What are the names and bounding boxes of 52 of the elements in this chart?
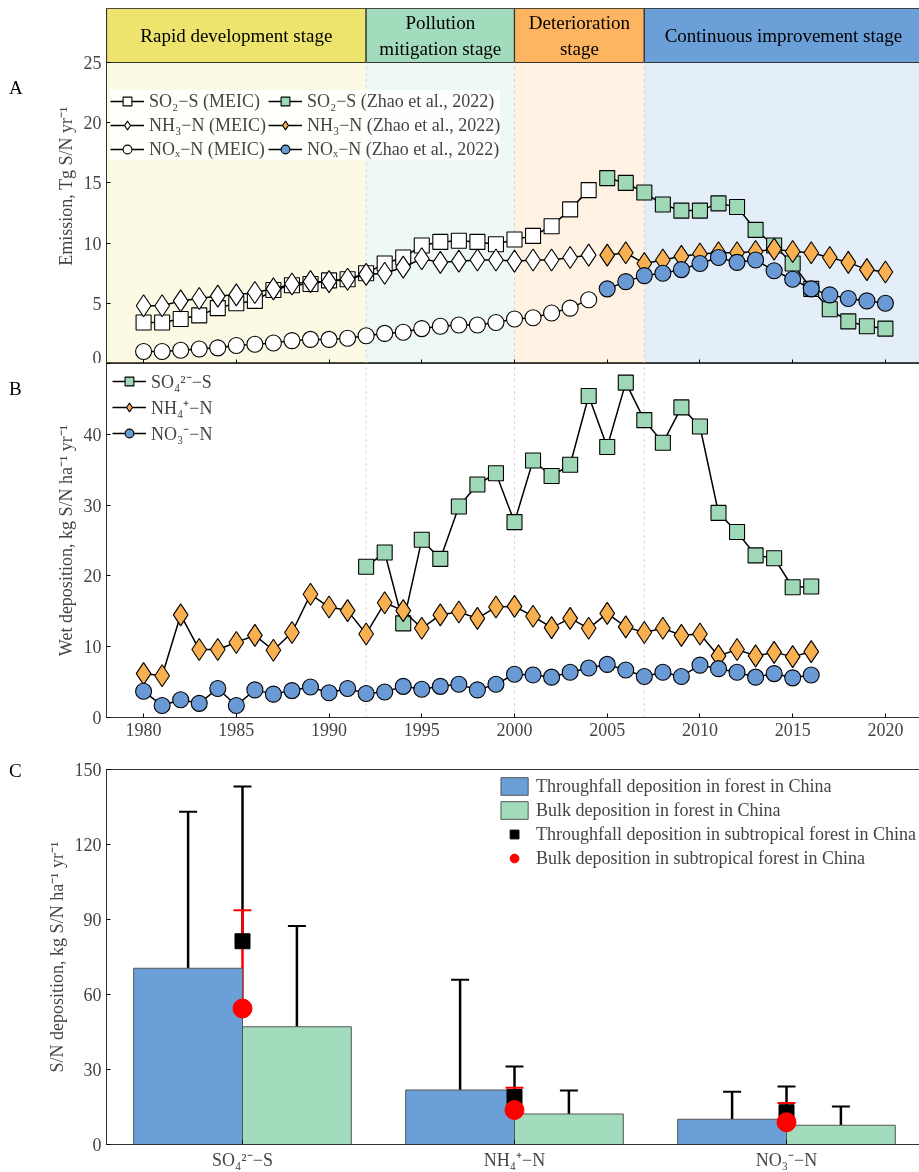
x-tick-label: 1985 xyxy=(218,719,255,740)
legend-label: SO₂−S (MEIC) xyxy=(149,90,260,112)
x-tick-label: 2020 xyxy=(867,719,904,740)
band-label: Deterioration stage xyxy=(528,12,631,59)
legend-label: NOₓ−N (MEIC) xyxy=(149,138,265,160)
y-tick-label: 30 xyxy=(83,495,102,516)
y-tick-label: 10 xyxy=(83,233,102,254)
y-tick-label: 30 xyxy=(83,1060,102,1080)
legend-label: Throughfall deposition in forest in China xyxy=(536,775,832,797)
y-tick-label: 10 xyxy=(83,637,102,658)
x-tick-label: 2015 xyxy=(774,719,811,740)
y-tick-label: 25 xyxy=(83,53,102,73)
y-tick-label: 0 xyxy=(92,1135,102,1155)
text: C xyxy=(9,759,22,783)
x-tick-label: 1980 xyxy=(125,719,162,740)
y-tick-label: 5 xyxy=(92,293,102,314)
y-axis-title: Emission, Tg S/N yr⁻¹ xyxy=(55,106,76,266)
y-tick-label: 60 xyxy=(83,985,102,1005)
x-tick-label: SO₄²⁻−S xyxy=(212,1149,273,1170)
x-tick-label: 2010 xyxy=(681,719,718,740)
y-tick-label: 0 xyxy=(92,347,102,368)
x-tick-label: NO₃⁻−N xyxy=(755,1149,818,1170)
legend-label: SO₄²⁻−S xyxy=(151,371,212,393)
y-tick-label: 20 xyxy=(83,113,102,134)
legend-label: Bulk deposition in subtropical forest in China xyxy=(536,847,866,869)
legend-label: NH₄⁺−N xyxy=(151,397,213,419)
y-tick-label: 0 xyxy=(92,708,102,728)
legend-label: NH₃−N (MEIC) xyxy=(149,114,266,136)
band-label: Pollution mitigation stage xyxy=(379,12,502,59)
x-tick-label: 1995 xyxy=(403,719,440,740)
x-tick-label: 2005 xyxy=(589,719,626,740)
y-tick-label: 40 xyxy=(83,424,102,445)
x-tick-label: 1990 xyxy=(311,719,348,740)
y-axis-title: Wet deposition, kg S/N ha⁻¹ yr⁻¹ xyxy=(55,424,76,657)
y-axis-title: S/N deposition, kg S/N ha⁻¹ yr⁻¹ xyxy=(46,841,67,1073)
band-label: Rapid development stage xyxy=(140,25,333,46)
legend-label: NO₃⁻−N xyxy=(151,423,213,445)
x-tick-label: 2000 xyxy=(496,719,533,740)
text: A xyxy=(9,76,23,100)
text: B xyxy=(9,377,22,401)
legend-label: NH₃−N (Zhao et al., 2022) xyxy=(306,114,501,136)
y-tick-label: 120 xyxy=(74,835,102,855)
legend-label: Throughfall deposition in subtropical forest in China xyxy=(536,823,916,845)
y-tick-label: 20 xyxy=(83,566,102,587)
y-tick-label: 15 xyxy=(83,173,102,194)
legend-label: Bulk deposition in forest in China xyxy=(536,799,781,821)
legend-label: SO₂−S (Zhao et al., 2022) xyxy=(306,90,495,112)
y-tick-label: 90 xyxy=(83,910,102,930)
y-tick-label: 150 xyxy=(74,760,102,780)
x-tick-label: NH₄⁺−N xyxy=(483,1149,546,1170)
band-label: Continuous improvement stage xyxy=(664,25,903,46)
legend-label: NOₓ−N (Zhao et al., 2022) xyxy=(306,138,500,160)
